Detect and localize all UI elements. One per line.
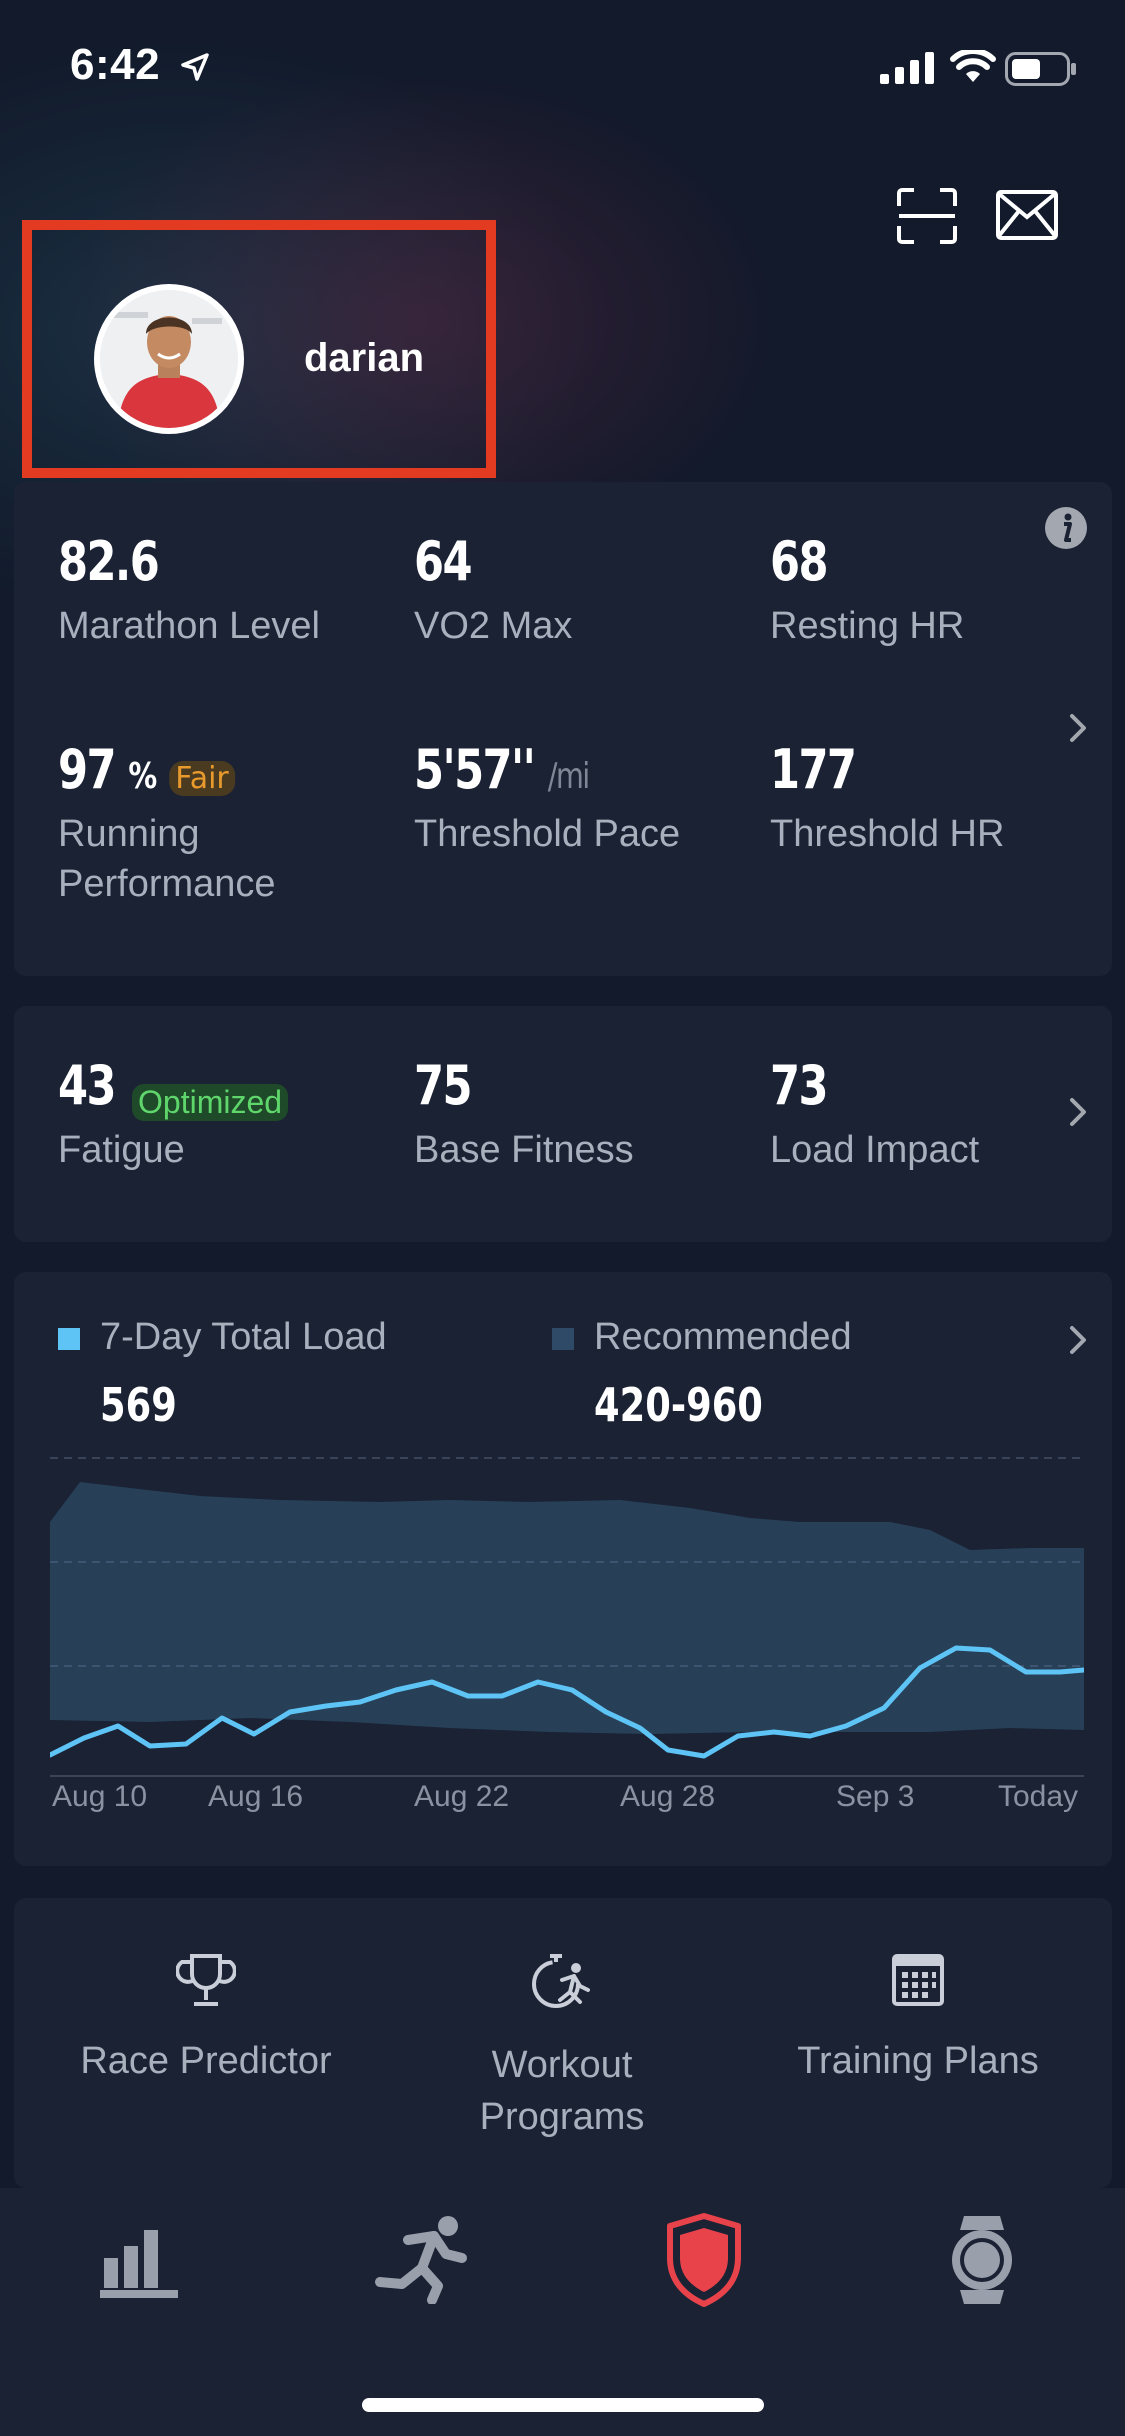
load-impact-value: 73 bbox=[770, 1054, 829, 1117]
chevron-right-icon[interactable] bbox=[1068, 712, 1088, 744]
battery-icon bbox=[1005, 52, 1076, 86]
features-card bbox=[14, 1898, 1112, 2188]
marathon-level-value: 82.6 bbox=[58, 530, 160, 593]
vo2-max-value: 64 bbox=[414, 530, 473, 593]
running-performance-row: 97 % Fair bbox=[58, 738, 235, 801]
performance-metrics-card[interactable] bbox=[14, 482, 1112, 976]
stopwatch-runner-icon bbox=[532, 1954, 590, 2008]
workout-programs-label: Workout Programs bbox=[392, 2039, 732, 2143]
tab-stats-bar-chart-icon[interactable] bbox=[100, 2216, 180, 2298]
avatar-photo bbox=[100, 290, 238, 428]
calendar-icon bbox=[892, 1954, 944, 2006]
workout-programs-button[interactable]: Workout Programs bbox=[392, 1950, 732, 2143]
wifi-icon bbox=[950, 50, 996, 82]
marathon-level-stat: 82.6 Marathon Level bbox=[58, 530, 320, 651]
x-tick-aug28: Aug 28 bbox=[620, 1780, 716, 1813]
threshold-pace-label: Threshold Pace bbox=[414, 813, 681, 855]
running-performance-value: 97 bbox=[58, 738, 117, 801]
recommended-legend-swatch bbox=[552, 1328, 574, 1350]
running-performance-unit: % bbox=[128, 756, 157, 797]
total-load-value: 569 bbox=[100, 1378, 177, 1432]
marathon-level-label: Marathon Level bbox=[58, 605, 320, 647]
base-fitness-value: 75 bbox=[414, 1054, 473, 1117]
x-tick-aug10: Aug 10 bbox=[52, 1780, 148, 1813]
avatar[interactable] bbox=[94, 284, 244, 434]
chevron-right-icon[interactable] bbox=[1068, 1324, 1088, 1356]
x-tick-today: Today bbox=[998, 1780, 1079, 1813]
status-time: 6:42 bbox=[70, 40, 161, 89]
profile-header[interactable]: darian bbox=[22, 220, 496, 478]
home-indicator bbox=[362, 2398, 764, 2412]
resting-hr-stat: 68 Resting HR bbox=[770, 530, 964, 651]
tab-shield-icon[interactable] bbox=[664, 2212, 744, 2308]
threshold-hr-label: Threshold HR bbox=[770, 813, 1005, 855]
running-performance-stat: 97 % Fair Running Performance bbox=[58, 738, 276, 909]
race-predictor-label-line1: Race Predictor bbox=[80, 2040, 332, 2082]
threshold-hr-stat: 177 Threshold HR bbox=[770, 738, 1004, 859]
threshold-pace-row: 5'57'' /mi bbox=[414, 738, 627, 801]
tab-watch-icon[interactable] bbox=[944, 2212, 1020, 2308]
race-predictor-button[interactable]: Race Predictor bbox=[36, 1950, 376, 2087]
threshold-pace-stat: 5'57'' /mi Threshold Pace bbox=[414, 738, 680, 859]
running-performance-label-line2: Performance bbox=[58, 863, 276, 905]
x-tick-aug22: Aug 22 bbox=[414, 1780, 510, 1813]
recommended-label: Recommended bbox=[594, 1316, 852, 1358]
load-line bbox=[50, 1645, 1084, 1759]
base-fitness-stat: 75 Base Fitness bbox=[414, 1054, 634, 1175]
vo2-max-stat: 64 VO2 Max bbox=[414, 530, 572, 651]
mail-icon[interactable] bbox=[996, 190, 1058, 240]
load-impact-label: Load Impact bbox=[770, 1129, 980, 1171]
fatigue-label: Fatigue bbox=[58, 1129, 185, 1171]
username: darian bbox=[304, 336, 425, 380]
training-plans-label-line1: Training Plans bbox=[797, 2040, 1039, 2082]
resting-hr-label: Resting HR bbox=[770, 605, 965, 647]
location-arrow-icon bbox=[181, 53, 209, 81]
running-performance-label-line1: Running bbox=[58, 813, 200, 855]
x-tick-sep3: Sep 3 bbox=[836, 1780, 915, 1813]
workout-programs-label-line2: Programs bbox=[479, 2096, 645, 2138]
threshold-pace-unit: /mi bbox=[547, 756, 591, 797]
recommended-value: 420-960 bbox=[594, 1378, 763, 1432]
recommended-band bbox=[50, 1482, 1084, 1734]
vo2-max-label: VO2 Max bbox=[414, 605, 573, 647]
info-icon[interactable] bbox=[1044, 506, 1088, 550]
x-tick-aug16: Aug 16 bbox=[208, 1780, 304, 1813]
trophy-icon bbox=[175, 1954, 237, 2006]
status-bar: 6:42 bbox=[0, 0, 1125, 140]
tab-bar bbox=[0, 2188, 1125, 2436]
fatigue-stat: 43 Fatigue bbox=[58, 1054, 185, 1175]
total-load-legend-swatch bbox=[58, 1328, 80, 1350]
threshold-pace-value: 5'57'' bbox=[414, 738, 536, 801]
fatigue-card[interactable] bbox=[14, 1006, 1112, 1242]
tab-runner-icon[interactable] bbox=[372, 2214, 472, 2304]
running-performance-label: Running Performance bbox=[58, 809, 276, 909]
load-chart bbox=[50, 1457, 1084, 1777]
race-predictor-label: Race Predictor bbox=[36, 2035, 376, 2087]
training-plans-label: Training Plans bbox=[748, 2035, 1088, 2087]
fatigue-row: 43 bbox=[58, 1054, 159, 1117]
fatigue-value: 43 bbox=[58, 1054, 117, 1117]
chevron-right-icon[interactable] bbox=[1068, 1096, 1088, 1128]
base-fitness-label: Base Fitness bbox=[414, 1129, 634, 1171]
optimized-badge: Optimized bbox=[132, 1084, 289, 1121]
load-impact-stat: 73 Load Impact bbox=[770, 1054, 979, 1175]
scan-icon[interactable] bbox=[896, 188, 958, 244]
total-load-label: 7-Day Total Load bbox=[100, 1316, 387, 1358]
training-plans-button[interactable]: Training Plans bbox=[748, 1950, 1088, 2087]
signal-icon bbox=[880, 52, 934, 84]
threshold-hr-value: 177 bbox=[770, 738, 857, 801]
fair-badge: Fair bbox=[169, 761, 235, 796]
resting-hr-value: 68 bbox=[770, 530, 829, 593]
workout-programs-label-line1: Workout bbox=[491, 2044, 633, 2086]
